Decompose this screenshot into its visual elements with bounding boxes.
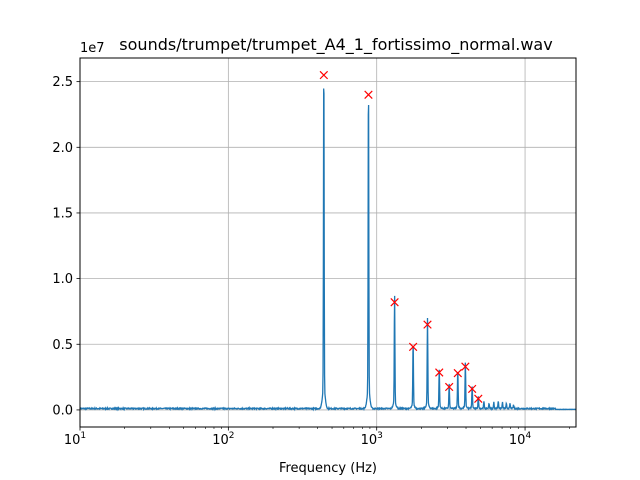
x-tick-label: 104: [509, 431, 532, 448]
x-tick-label: 103: [361, 431, 383, 448]
y-tick-label: 2.5: [52, 75, 73, 90]
x-axis-label: Frequency (Hz): [279, 461, 377, 476]
spectrum-line: [79, 88, 577, 412]
y-tick-label: 1.5: [52, 206, 73, 221]
y-axis-multiplier: 1e7: [80, 41, 105, 56]
peak-marker: [474, 394, 483, 403]
peak-markers: [319, 70, 483, 403]
spectrum-series: [79, 88, 577, 412]
x-axis-ticks: 101 102 103 104: [64, 427, 571, 448]
x-tick-label: 102: [212, 431, 234, 448]
peak-marker: [319, 70, 329, 80]
peak-marker: [467, 384, 477, 394]
peak-marker: [364, 90, 373, 99]
y-tick-label: 1.0: [52, 272, 73, 287]
peak-marker: [453, 368, 463, 378]
peak-marker: [390, 298, 399, 307]
y-tick-label: 2.0: [52, 141, 73, 156]
peak-marker: [444, 382, 454, 392]
chart-title: sounds/trumpet/trumpet_A4_1_fortissimo_n…: [119, 35, 552, 55]
peak-marker: [408, 342, 418, 352]
y-tick-label: 0.0: [52, 403, 73, 418]
plot-frame: [79, 57, 577, 428]
grid: [79, 58, 576, 427]
y-axis-ticks: 0.0 0.5 1.0 1.5 2.0 2.5: [52, 75, 80, 418]
peak-marker: [435, 368, 444, 377]
y-tick-label: 0.5: [52, 338, 73, 353]
peak-marker: [461, 362, 470, 371]
x-tick-label: 101: [64, 431, 86, 448]
peak-marker: [423, 320, 432, 329]
